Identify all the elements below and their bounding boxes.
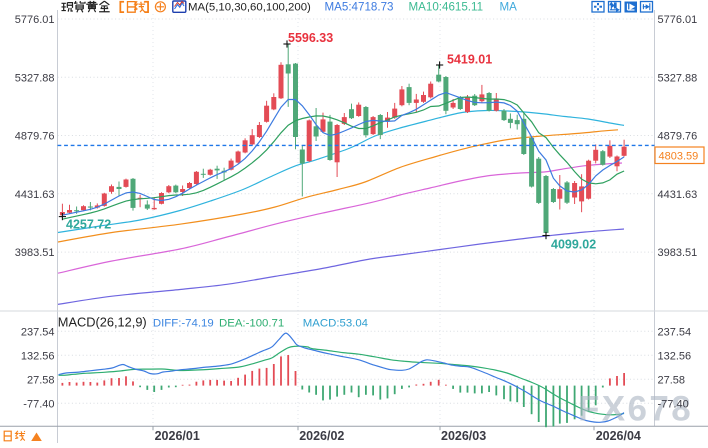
svg-text:4431.63: 4431.63: [15, 189, 55, 201]
svg-text:4257.72: 4257.72: [66, 218, 111, 232]
svg-text:MACD(26,12,9): MACD(26,12,9): [58, 315, 147, 330]
svg-text:237.54: 237.54: [658, 326, 692, 338]
svg-text:237.54: 237.54: [21, 326, 55, 338]
svg-text:3983.51: 3983.51: [658, 247, 698, 259]
svg-text:4803.59: 4803.59: [659, 151, 699, 163]
svg-text:4879.76: 4879.76: [658, 131, 698, 143]
svg-text:5596.33: 5596.33: [288, 31, 333, 45]
svg-text:27.58: 27.58: [27, 374, 55, 386]
svg-text:2026/03: 2026/03: [441, 429, 486, 443]
svg-text:-77.40: -77.40: [23, 398, 54, 410]
svg-text:5327.88: 5327.88: [15, 72, 55, 84]
svg-text:2026/04: 2026/04: [596, 429, 641, 443]
svg-text:MA10:4615.11: MA10:4615.11: [409, 1, 484, 14]
svg-text:MA: MA: [500, 1, 518, 14]
svg-text:5776.01: 5776.01: [15, 14, 55, 26]
svg-text:27.58: 27.58: [658, 374, 686, 386]
svg-text:5327.88: 5327.88: [658, 72, 698, 84]
svg-text:3983.51: 3983.51: [15, 247, 55, 259]
svg-text:132.56: 132.56: [21, 350, 55, 362]
svg-text:MACD:53.04: MACD:53.04: [303, 318, 368, 330]
svg-text:FX678: FX678: [578, 390, 693, 429]
svg-text:2026/02: 2026/02: [299, 429, 344, 443]
svg-text:MA5:4718.73: MA5:4718.73: [325, 1, 394, 14]
svg-text:2026/01: 2026/01: [155, 429, 200, 443]
svg-text:DEA:-100.71: DEA:-100.71: [219, 318, 284, 330]
svg-text:4879.76: 4879.76: [15, 131, 55, 143]
svg-text:MA(5,10,30,60,100,200): MA(5,10,30,60,100,200): [188, 2, 311, 14]
svg-text:132.56: 132.56: [658, 350, 692, 362]
svg-text:DIFF:-74.19: DIFF:-74.19: [153, 318, 214, 330]
svg-text:-77.40: -77.40: [658, 398, 689, 410]
svg-text:4099.02: 4099.02: [551, 238, 596, 252]
svg-text:4431.63: 4431.63: [658, 189, 698, 201]
svg-text:5776.01: 5776.01: [658, 14, 698, 26]
svg-text:5419.01: 5419.01: [447, 53, 492, 67]
